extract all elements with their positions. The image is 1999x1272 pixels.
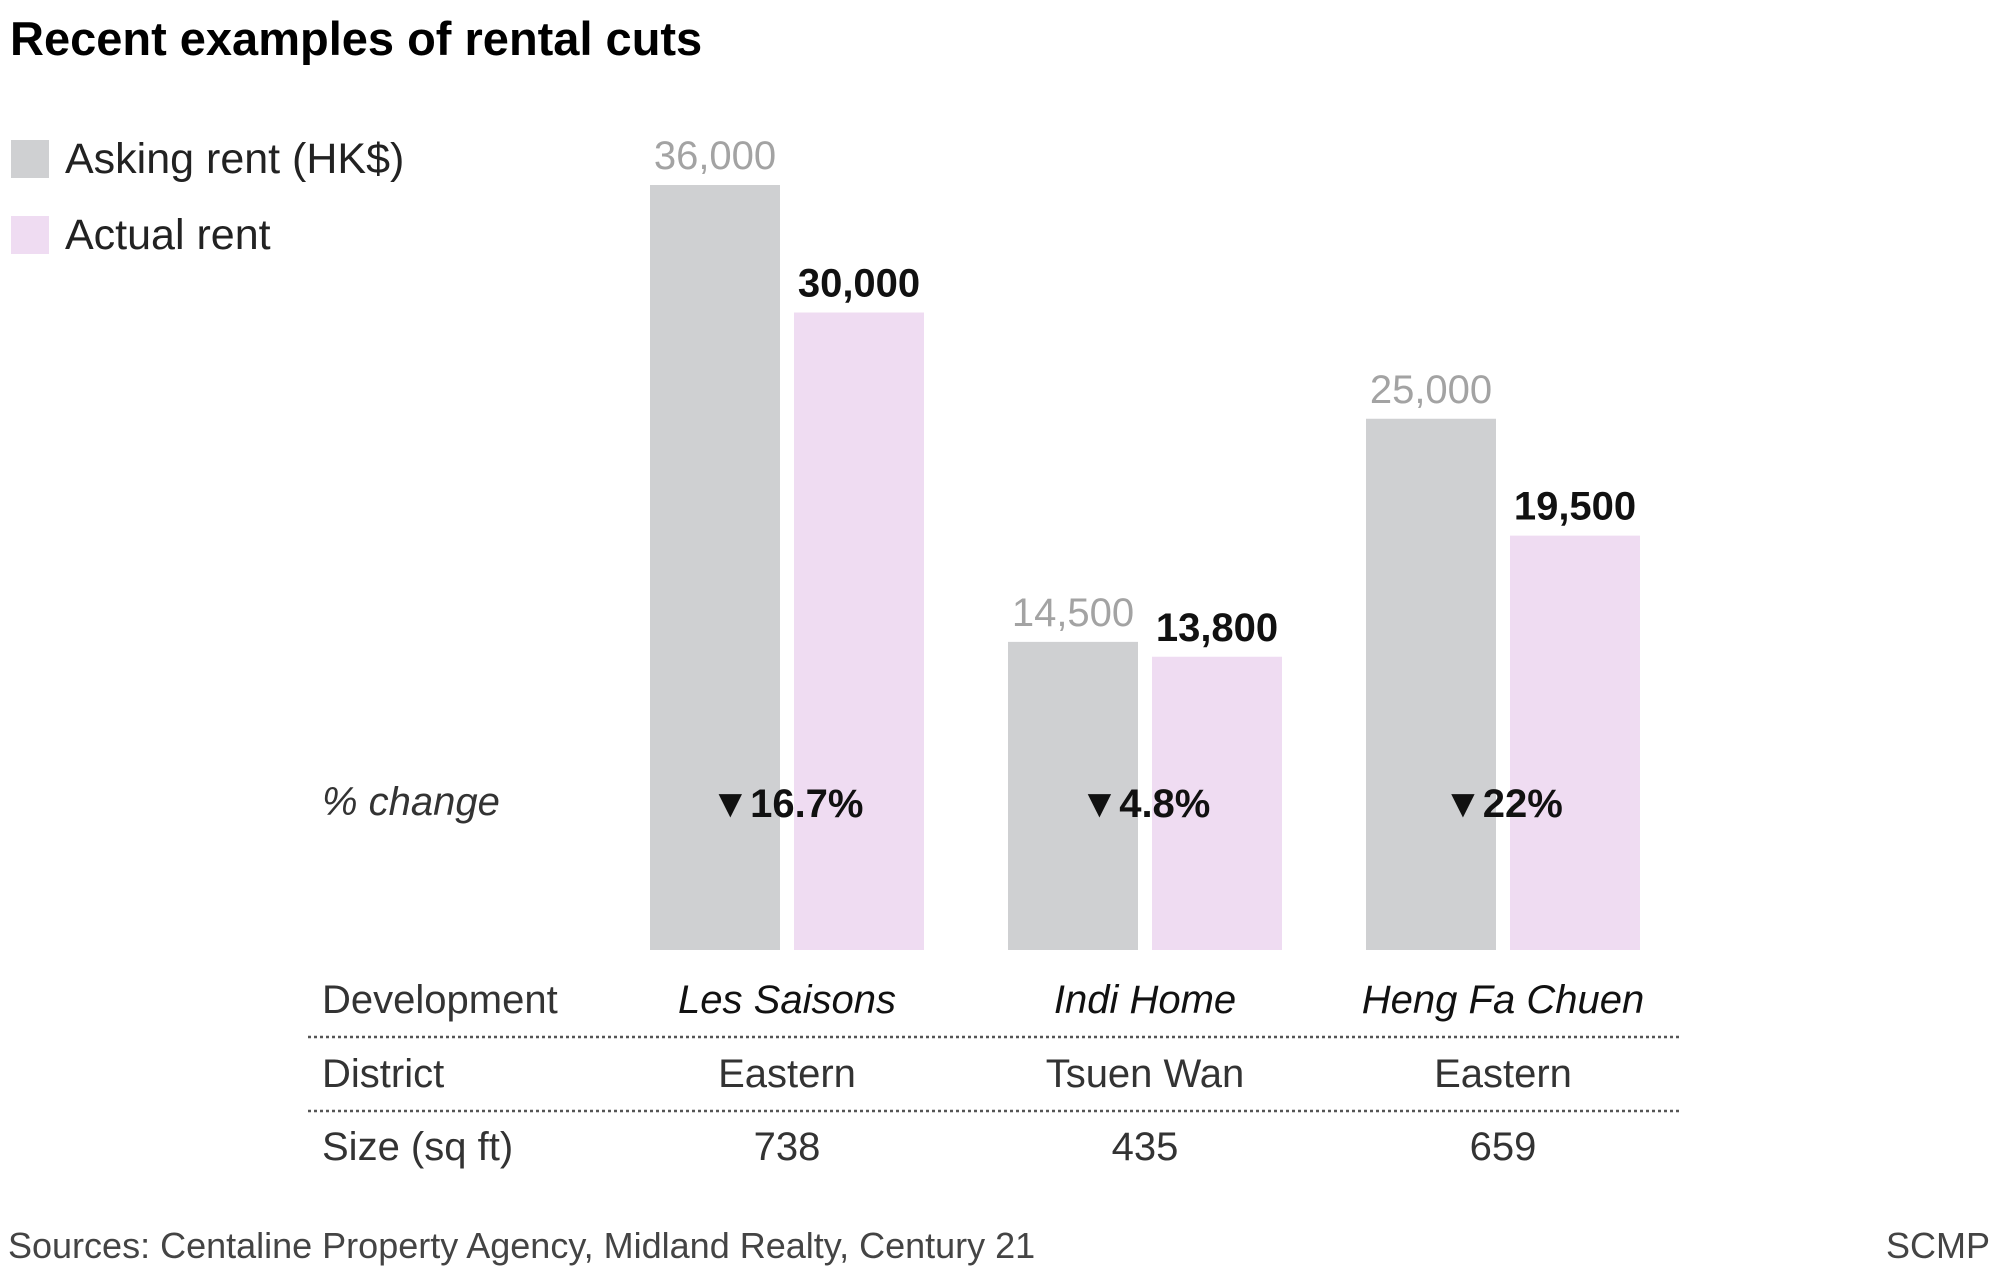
legend-label-asking: Asking rent (HK$) — [65, 135, 404, 183]
pct-change-les-saisons: ▼16.7% — [710, 782, 863, 826]
chart-title: Recent examples of rental cuts — [10, 12, 702, 65]
cell-size-sq-ft-1: 435 — [1112, 1125, 1179, 1169]
value-label-actual-indi-home: 13,800 — [1156, 606, 1278, 650]
value-label-actual-les-saisons: 30,000 — [798, 262, 920, 306]
pct-change-indi-home: ▼4.8% — [1080, 782, 1211, 826]
pct-change-title: % change — [322, 780, 500, 824]
legend-swatch-actual — [11, 216, 49, 254]
pct-change-labels: ▼16.7% ▼4.8% ▼22% — [710, 782, 1562, 826]
row-header-district: District — [322, 1052, 444, 1096]
cell-district-2: Eastern — [1434, 1052, 1572, 1096]
value-label-asking-les-saisons: 36,000 — [654, 134, 776, 178]
cell-district-1: Tsuen Wan — [1046, 1052, 1245, 1096]
credit: SCMP — [1886, 1225, 1990, 1266]
value-label-asking-indi-home: 14,500 — [1012, 591, 1134, 635]
value-labels: 36,000 30,000 14,500 13,800 25,000 19,500 — [654, 134, 1636, 650]
legend-swatch-asking — [11, 140, 49, 178]
bar-actual-les-saisons — [794, 312, 924, 950]
legend-label-actual: Actual rent — [65, 211, 271, 259]
cell-size-sq-ft-0: 738 — [754, 1125, 821, 1169]
bar-asking-heng-fa-chuen — [1366, 418, 1496, 950]
value-label-actual-heng-fa-chuen: 19,500 — [1514, 485, 1636, 529]
bar-actual-heng-fa-chuen — [1510, 535, 1640, 950]
row-header-development: Development — [322, 978, 558, 1022]
pct-change-heng-fa-chuen: ▼22% — [1443, 782, 1563, 826]
cell-development-1: Indi Home — [1054, 978, 1236, 1022]
cell-development-2: Heng Fa Chuen — [1362, 978, 1644, 1022]
source-note: Sources: Centaline Property Agency, Midl… — [8, 1225, 1035, 1266]
bars — [650, 185, 1640, 950]
cell-development-0: Les Saisons — [678, 978, 896, 1022]
cell-size-sq-ft-2: 659 — [1470, 1125, 1537, 1169]
cell-district-0: Eastern — [718, 1052, 856, 1096]
legend: Asking rent (HK$) Actual rent — [11, 135, 404, 259]
bar-asking-les-saisons — [650, 185, 780, 950]
row-header-size-sq-ft: Size (sq ft) — [322, 1125, 513, 1169]
value-label-asking-heng-fa-chuen: 25,000 — [1370, 368, 1492, 412]
bar-asking-indi-home — [1008, 641, 1138, 950]
info-table: Development Les Saisons Indi Home Heng Fa C… — [308, 978, 1680, 1169]
bar-actual-indi-home — [1152, 656, 1282, 950]
